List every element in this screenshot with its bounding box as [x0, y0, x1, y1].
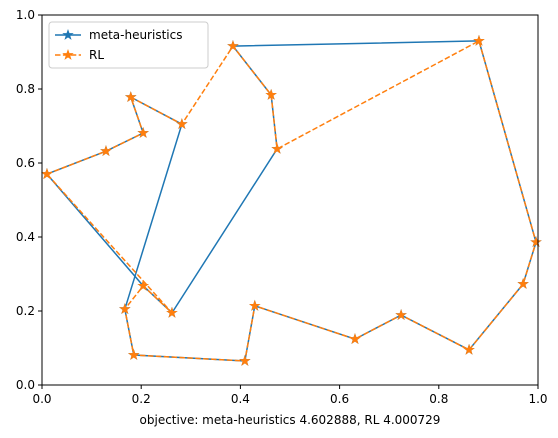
y-tick-label: 0.8 [16, 82, 35, 96]
marker [265, 88, 277, 100]
x-tick-label: 0.4 [231, 392, 250, 406]
marker [176, 118, 188, 130]
legend-box [48, 21, 209, 69]
marker [530, 236, 542, 248]
marker [137, 127, 149, 138]
legend-marker [62, 28, 74, 40]
legend-label: meta-heuristics [89, 28, 182, 42]
y-tick-label: 0.0 [16, 378, 35, 392]
series [41, 34, 542, 366]
marker [125, 91, 137, 103]
marker [239, 354, 251, 366]
plot-frame [41, 14, 539, 386]
series-line [46, 39, 537, 362]
x-tick-label: 1.0 [528, 392, 547, 406]
marker [463, 343, 475, 355]
marker [137, 279, 149, 291]
marker [41, 168, 53, 179]
x-tick-label: 0.2 [132, 392, 151, 406]
x-tick-label: 0.6 [330, 392, 349, 406]
y-tick-label: 0.6 [16, 156, 35, 170]
series-line [46, 40, 537, 362]
series [41, 34, 542, 366]
marker [249, 299, 261, 311]
x-axis-label: objective: meta-heuristics 4.602888, RL … [140, 413, 441, 427]
y-tick-label: 1.0 [16, 8, 35, 22]
y-tick-label: 0.4 [16, 230, 35, 244]
marker [349, 333, 361, 344]
marker [517, 277, 529, 289]
y-tick-label: 0.2 [16, 304, 35, 318]
marker [166, 306, 178, 318]
marker [395, 309, 407, 320]
legend-marker [62, 48, 74, 60]
marker [100, 145, 112, 157]
marker [473, 34, 485, 46]
x-tick-label: 0.0 [32, 392, 51, 406]
legend-label: RL [89, 48, 104, 62]
marker [119, 303, 131, 315]
marker [227, 40, 239, 51]
marker [128, 349, 140, 360]
marker [271, 142, 283, 154]
x-tick-label: 0.8 [429, 392, 448, 406]
